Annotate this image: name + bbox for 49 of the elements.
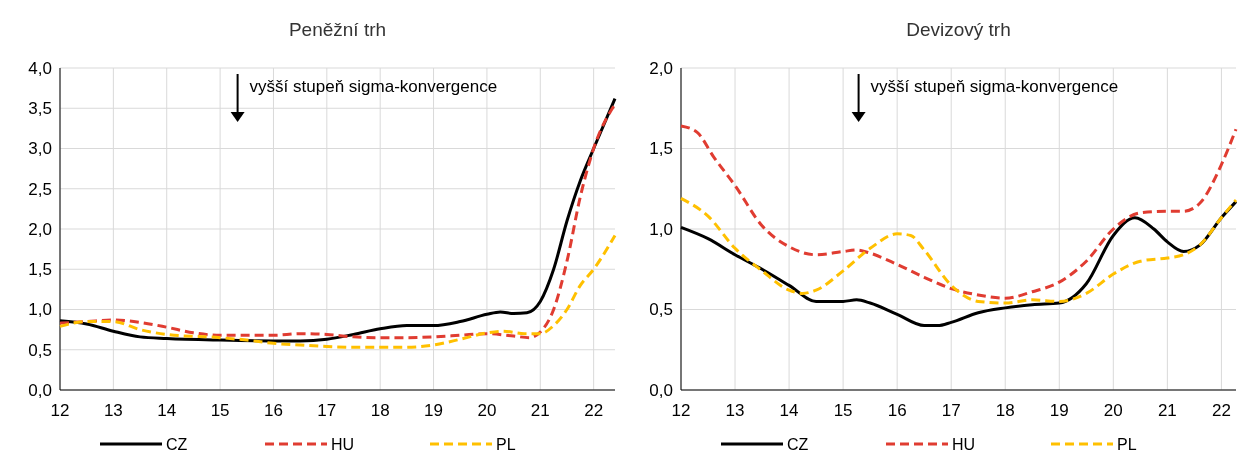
- y-tick-label: 3,0: [28, 139, 52, 159]
- y-tick-label: 4,0: [28, 58, 52, 78]
- x-tick-label: 18: [995, 401, 1015, 420]
- legend-label: PL: [1117, 435, 1137, 450]
- chart-title: Devizový trh: [906, 19, 1011, 40]
- line-series: [58, 233, 617, 349]
- y-tick-label: 0,5: [649, 300, 673, 320]
- x-tick-label: 19: [1049, 401, 1069, 420]
- y-tick-label: 1,5: [28, 260, 52, 280]
- x-tick-label: 16: [264, 401, 283, 420]
- x-tick-label: 15: [210, 401, 230, 420]
- x-tick-label: 20: [1103, 401, 1123, 420]
- y-tick-label: 2,0: [28, 219, 52, 239]
- y-tick-label: 1,0: [649, 219, 673, 239]
- x-tick-label: 15: [833, 401, 853, 420]
- legend-label: CZ: [787, 435, 809, 450]
- x-tick-label: 13: [725, 401, 745, 420]
- y-tick-label: 0,0: [649, 380, 673, 400]
- legend-label: HU: [952, 435, 976, 450]
- x-tick-label: 22: [1211, 401, 1231, 420]
- annotation: vyšší stupeň sigma-konvergence: [870, 77, 1119, 96]
- x-tick-label: 13: [103, 401, 123, 420]
- y-tick-label: 3,5: [28, 99, 52, 119]
- y-tick-label: 2,5: [28, 179, 52, 199]
- x-tick-label: 17: [317, 401, 337, 420]
- legend-label: CZ: [166, 435, 188, 450]
- x-tick-label: 20: [477, 401, 497, 420]
- annotation: vyšší stupeň sigma-konvergence: [249, 77, 498, 96]
- x-tick-label: 12: [50, 401, 70, 420]
- x-tick-label: 22: [584, 401, 604, 420]
- chart-title: Peněžní trh: [288, 19, 387, 40]
- x-tick-label: 18: [370, 401, 390, 420]
- x-tick-label: 14: [779, 401, 799, 420]
- x-tick-label: 17: [941, 401, 961, 420]
- line-series: [679, 124, 1238, 300]
- x-tick-label: 12: [671, 401, 691, 420]
- y-tick-label: 0,0: [28, 380, 52, 400]
- x-tick-label: 14: [157, 401, 177, 420]
- y-tick-label: 0,5: [28, 340, 52, 360]
- legend-label: PL: [496, 435, 516, 450]
- line-series: [679, 196, 1238, 305]
- x-tick-label: 16: [887, 401, 907, 420]
- y-tick-label: 2,0: [649, 58, 673, 78]
- legend-label: HU: [331, 435, 355, 450]
- y-tick-label: 1,0: [28, 300, 52, 320]
- x-tick-label: 19: [424, 401, 444, 420]
- x-tick-label: 21: [1157, 401, 1177, 420]
- x-tick-label: 21: [530, 401, 550, 420]
- y-tick-label: 1,5: [649, 139, 673, 159]
